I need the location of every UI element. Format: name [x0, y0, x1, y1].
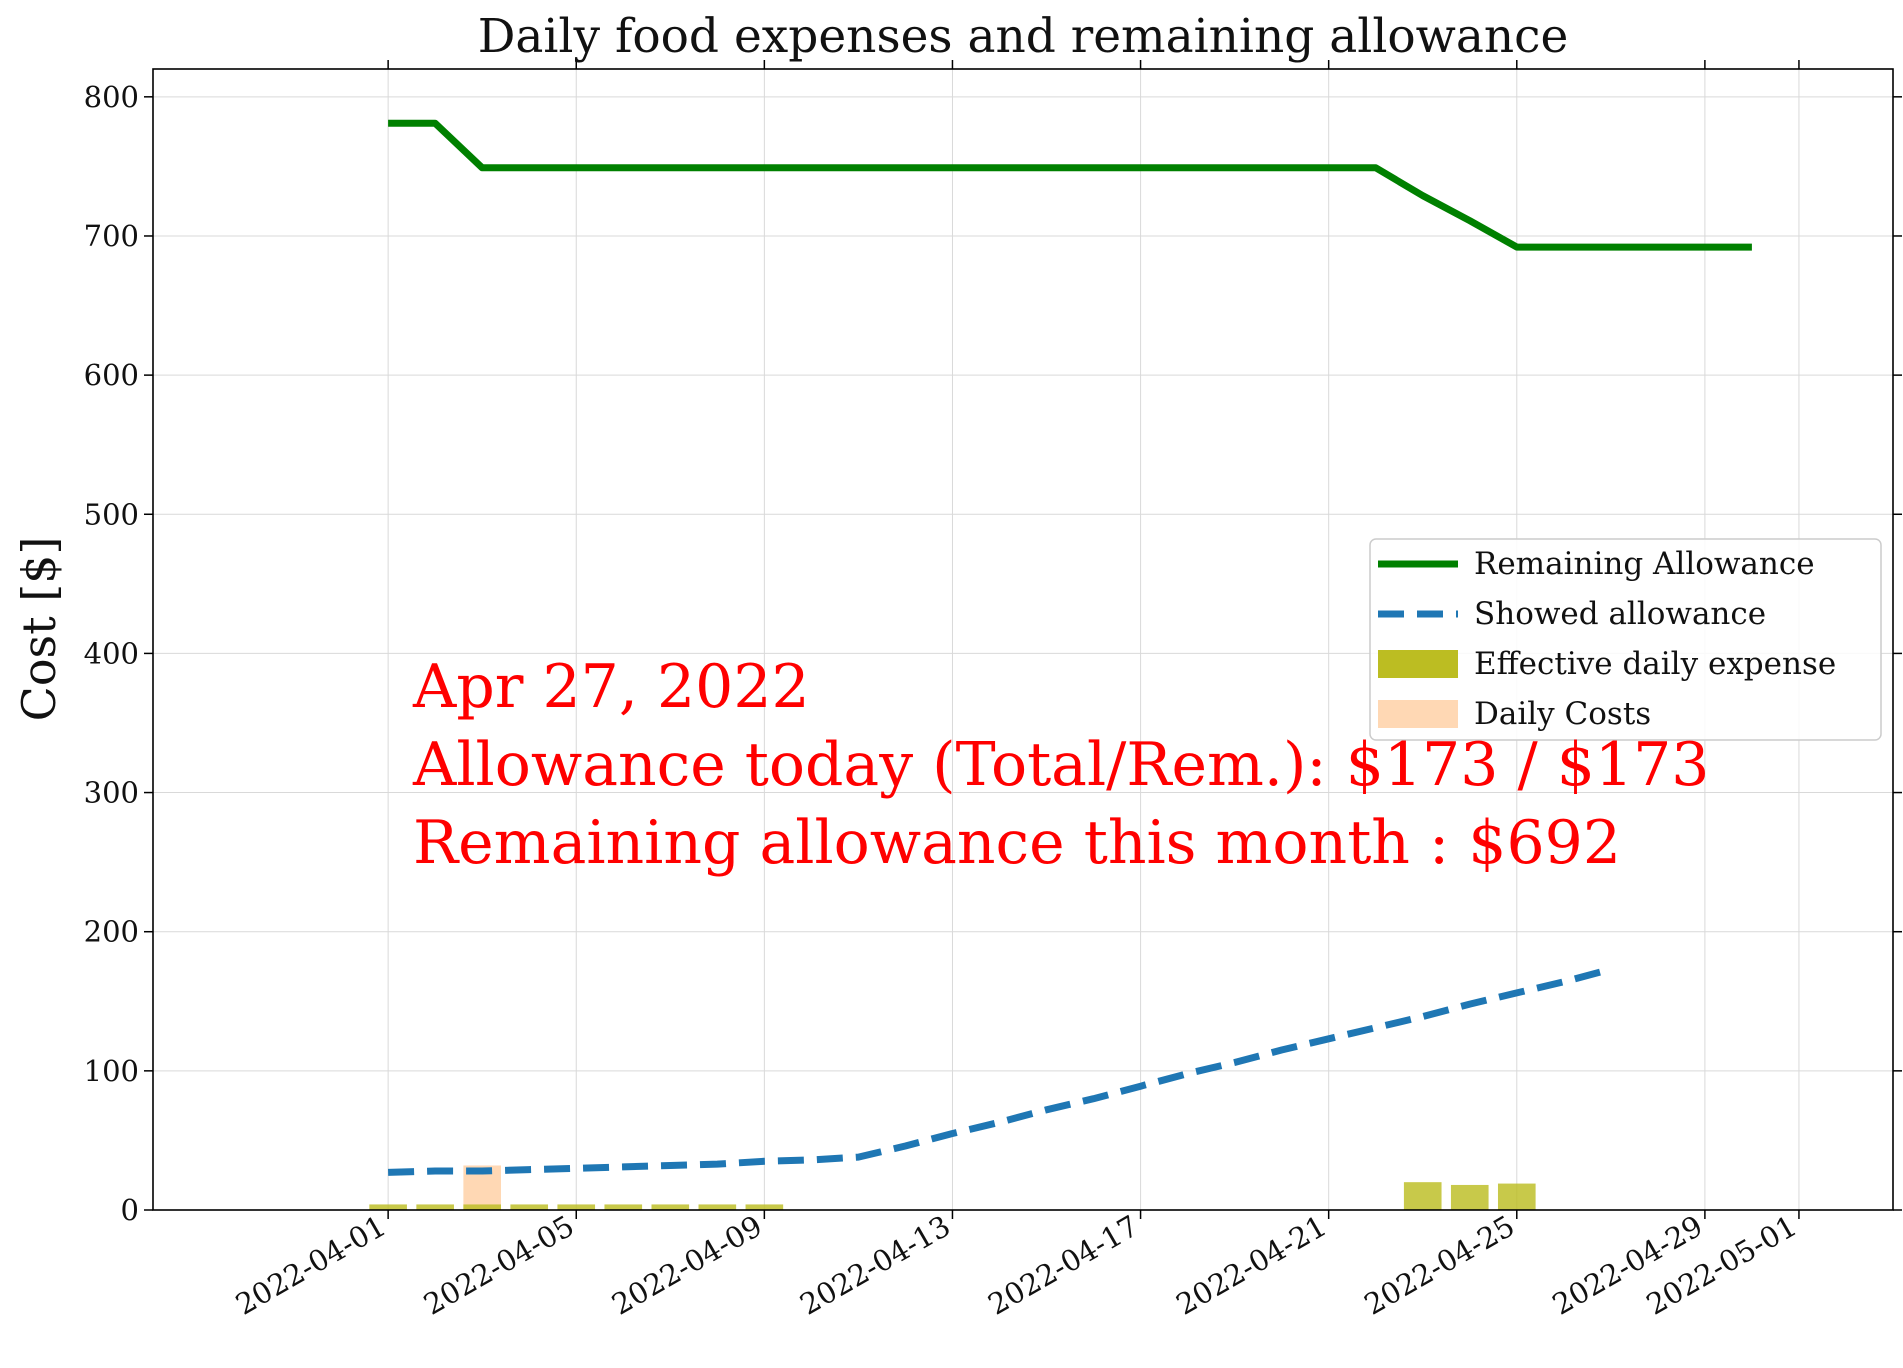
grid [153, 69, 1893, 1211]
bar [1497, 1183, 1536, 1210]
bars [369, 1165, 1536, 1210]
y-axis-label: Cost [$] [12, 537, 66, 722]
legend-label: Effective daily expense [1474, 646, 1836, 682]
y-tick-label: 600 [84, 358, 139, 392]
chart-title: Daily food expenses and remaining allowa… [478, 9, 1569, 64]
plot-frame [152, 68, 1894, 1211]
annotation-line: Remaining allowance this month : $692 [413, 808, 1621, 878]
legend-swatch [1378, 700, 1458, 728]
y-axis: 0 100 200 300 400 500 600 700 800 [84, 80, 1902, 1227]
annotation-line: Apr 27, 2022 [412, 652, 810, 722]
y-tick-label: 400 [84, 636, 139, 670]
legend-label: Showed allowance [1474, 596, 1766, 632]
bar [463, 1204, 501, 1210]
bar [416, 1204, 454, 1210]
y-tick-label: 200 [84, 915, 139, 949]
bar [557, 1204, 596, 1210]
annotation: Apr 27, 2022 Allowance today (Total/Rem.)… [412, 652, 1709, 878]
bar [698, 1204, 737, 1210]
y-tick-label: 800 [84, 80, 139, 114]
bar [510, 1204, 549, 1210]
y-tick-label: 0 [121, 1193, 139, 1227]
bar [1403, 1182, 1442, 1210]
bar [745, 1204, 784, 1210]
series-line [388, 119, 1752, 251]
legend-label: Remaining Allowance [1474, 546, 1815, 582]
bar [651, 1204, 690, 1210]
bar [1450, 1184, 1489, 1210]
y-tick-label: 700 [84, 219, 139, 253]
legend-box [1369, 538, 1882, 741]
series-lines [387, 119, 1752, 1176]
y-tick-label: 100 [84, 1054, 139, 1088]
y-tick-label: 300 [84, 776, 139, 810]
bar [604, 1204, 643, 1210]
legend: Remaining Allowance Showed allowance Effec… [1369, 538, 1882, 741]
annotation-line: Allowance today (Total/Rem.): $173 / $17… [412, 730, 1709, 800]
legend-swatch [1378, 650, 1458, 678]
legend-label: Daily Costs [1474, 696, 1651, 732]
series-line [387, 965, 1612, 1176]
bar [369, 1204, 407, 1210]
y-tick-label: 500 [84, 497, 139, 531]
